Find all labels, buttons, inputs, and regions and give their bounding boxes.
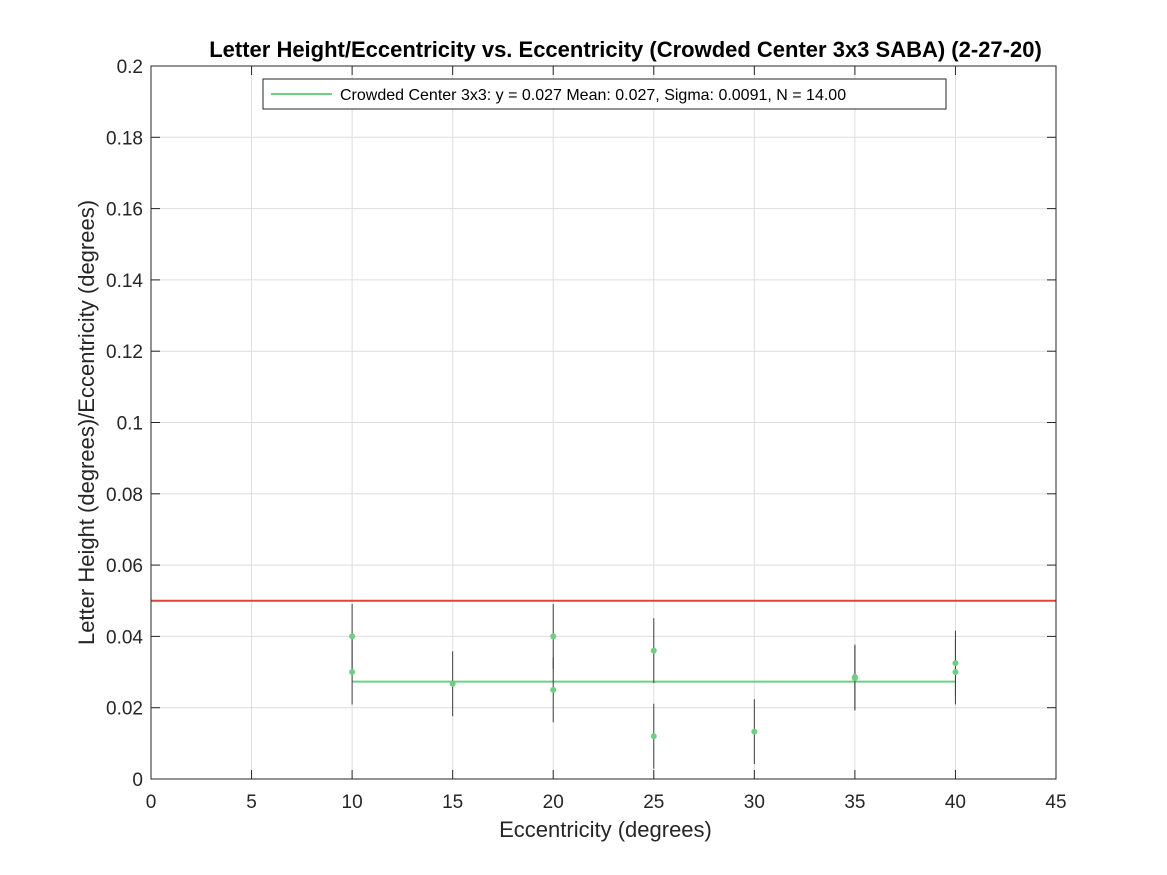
y-tick-label: 0.02 <box>106 699 143 720</box>
y-tick-label: 0.18 <box>106 128 143 149</box>
y-tick-label: 0.08 <box>106 485 143 506</box>
data-point <box>650 647 657 654</box>
data-point <box>952 660 959 667</box>
data-points <box>349 633 959 740</box>
grid-lines <box>150 65 1057 780</box>
data-point <box>449 680 456 687</box>
x-tick-labels: 0 5 10 15 20 25 30 35 40 45 <box>146 792 1067 813</box>
data-point <box>550 633 557 640</box>
y-axis-label: Letter Height (degrees)/Eccentricity (de… <box>74 200 99 645</box>
y-tick-label: 0 <box>132 770 143 791</box>
data-point <box>751 728 758 735</box>
y-tick-label: 0.1 <box>117 414 143 435</box>
x-tick-label: 15 <box>442 792 463 813</box>
y-tick-labels: 0 0.02 0.04 0.06 0.08 0.1 0.12 0.14 0.16 0.18 0.2 <box>106 57 143 791</box>
y-tick-label: 0.14 <box>106 271 143 292</box>
x-tick-label: 40 <box>945 792 966 813</box>
x-tick-label: 0 <box>146 792 157 813</box>
x-axis-label: Eccentricity (degrees) <box>499 817 712 842</box>
y-tick-label: 0.06 <box>106 556 143 577</box>
x-tick-label: 10 <box>342 792 363 813</box>
legend: Crowded Center 3x3: y = 0.027 Mean: 0.02… <box>262 78 947 110</box>
x-tick-label: 25 <box>643 792 664 813</box>
x-tick-label: 5 <box>246 792 257 813</box>
y-tick-label: 0.2 <box>117 57 143 78</box>
data-point <box>349 633 356 640</box>
data-point <box>952 669 959 676</box>
data-point <box>349 669 356 676</box>
axis-ticks <box>150 65 1057 780</box>
x-tick-label: 20 <box>543 792 564 813</box>
data-point <box>851 675 858 682</box>
chart-title: Letter Height/Eccentricity vs. Eccentric… <box>209 37 1042 62</box>
y-tick-label: 0.16 <box>106 200 143 221</box>
x-tick-label: 45 <box>1045 792 1066 813</box>
x-tick-label: 35 <box>844 792 865 813</box>
y-tick-label: 0.04 <box>106 627 143 648</box>
y-tick-label: 0.12 <box>106 342 143 363</box>
x-tick-label: 30 <box>744 792 765 813</box>
data-point <box>550 686 557 693</box>
data-point <box>650 733 657 740</box>
legend-box <box>262 78 947 110</box>
legend-entry-label: Crowded Center 3x3: y = 0.027 Mean: 0.02… <box>340 87 846 104</box>
